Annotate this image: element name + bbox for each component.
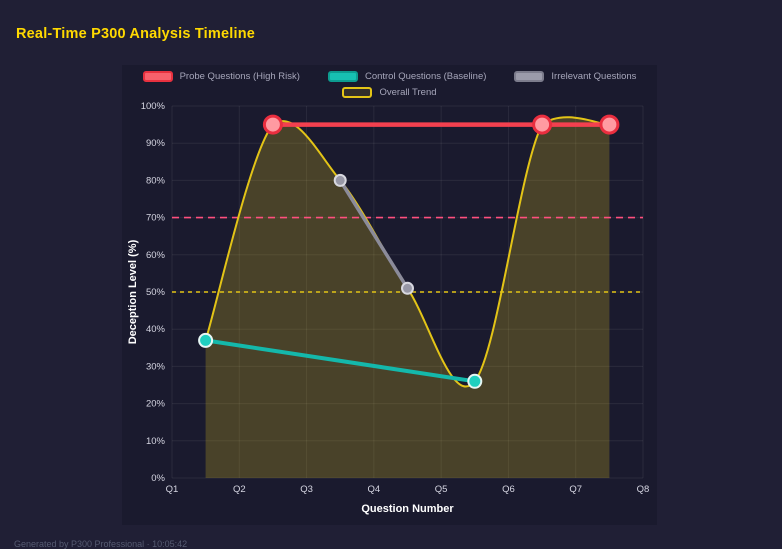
chart-panel: 0% 10% 20% 30% 40% 50% 60% 70% 80% 90% 100% Q1 Q2 Q3 Q… xyxy=(122,65,657,525)
x-tick-label: Q7 xyxy=(569,484,582,495)
data-point[interactable] xyxy=(532,114,553,135)
page-title: Real-Time P300 Analysis Timeline xyxy=(16,26,256,42)
legend-swatch xyxy=(342,87,373,98)
legend-row: Overall Trend xyxy=(342,87,437,98)
series-line xyxy=(338,178,410,291)
legend-label: Overall Trend xyxy=(379,87,437,98)
x-tick-label: Q6 xyxy=(502,484,515,495)
legend-swatch xyxy=(142,71,173,82)
chart-canvas: 0% 10% 20% 30% 40% 50% 60% 70% 80% 90% 100% Q1 Q2 Q3 Q… xyxy=(127,101,650,515)
trend-area xyxy=(205,117,610,478)
legend-label: Probe Questions (High Risk) xyxy=(179,71,300,82)
x-tick-label: Q5 xyxy=(435,484,448,495)
y-axis-title: Deception Level (%) xyxy=(127,239,139,344)
chart-legend: Probe Questions (High Risk) Control Quest… xyxy=(122,71,657,98)
legend-item[interactable]: Probe Questions (High Risk) xyxy=(142,71,300,82)
legend-swatch xyxy=(514,71,545,82)
y-tick-label: 60% xyxy=(146,250,166,261)
data-point[interactable] xyxy=(467,373,483,389)
y-tick-label: 50% xyxy=(146,287,166,298)
legend-item[interactable]: Irrelevant Questions xyxy=(514,71,636,82)
x-tick-label: Q3 xyxy=(300,484,313,495)
legend-label: Irrelevant Questions xyxy=(551,71,637,82)
y-tick-label: 10% xyxy=(146,436,166,447)
data-point[interactable] xyxy=(333,173,347,187)
data-point[interactable] xyxy=(599,114,620,135)
y-tick-label: 0% xyxy=(151,473,165,484)
x-axis-title: Question Number xyxy=(361,503,454,515)
legend-item[interactable]: Overall Trend xyxy=(342,87,437,98)
y-tick-label: 90% xyxy=(146,138,166,149)
data-point[interactable] xyxy=(401,281,414,295)
legend-label: Control Questions (Baseline) xyxy=(364,71,487,82)
x-tick-label: Q1 xyxy=(166,484,179,495)
x-tick-label: Q2 xyxy=(233,484,246,495)
data-point[interactable] xyxy=(262,114,283,135)
data-point[interactable] xyxy=(198,332,214,348)
footer-note: Generated by P300 Professional · 10:05:4… xyxy=(14,539,188,549)
x-tick-label: Q8 xyxy=(637,484,650,495)
legend-item[interactable]: Control Questions (Baseline) xyxy=(327,71,487,82)
y-tick-label: 80% xyxy=(146,175,166,186)
y-tick-label: 100% xyxy=(141,101,166,112)
y-tick-label: 70% xyxy=(146,213,166,224)
y-tick-label: 30% xyxy=(146,361,166,372)
legend-swatch xyxy=(327,71,358,82)
y-tick-label: 20% xyxy=(146,399,166,410)
series-line xyxy=(203,338,477,384)
x-tick-label: Q4 xyxy=(368,484,381,495)
legend-row: Probe Questions (High Risk) Control Quest… xyxy=(142,71,636,82)
y-tick-label: 40% xyxy=(146,324,166,335)
